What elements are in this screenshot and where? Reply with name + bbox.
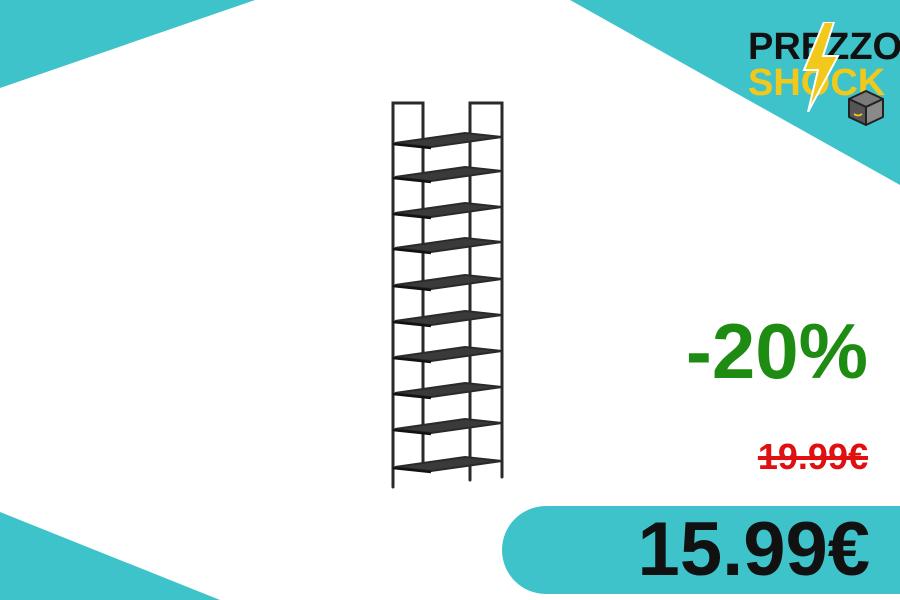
bottom-left-teal-shape (0, 512, 220, 600)
discount-percentage: -20% (685, 307, 868, 395)
new-price: 15.99€ (637, 507, 870, 592)
lightning-bolt-icon (802, 22, 840, 112)
price-pill: 15.99€ (502, 506, 900, 594)
old-price: 19.99€ (757, 436, 868, 477)
package-box-icon (848, 90, 884, 126)
top-left-teal-shape (0, 0, 255, 88)
shoe-rack-image (391, 101, 504, 489)
prezzo-shock-logo: PREZZO SHOCK (748, 22, 900, 128)
